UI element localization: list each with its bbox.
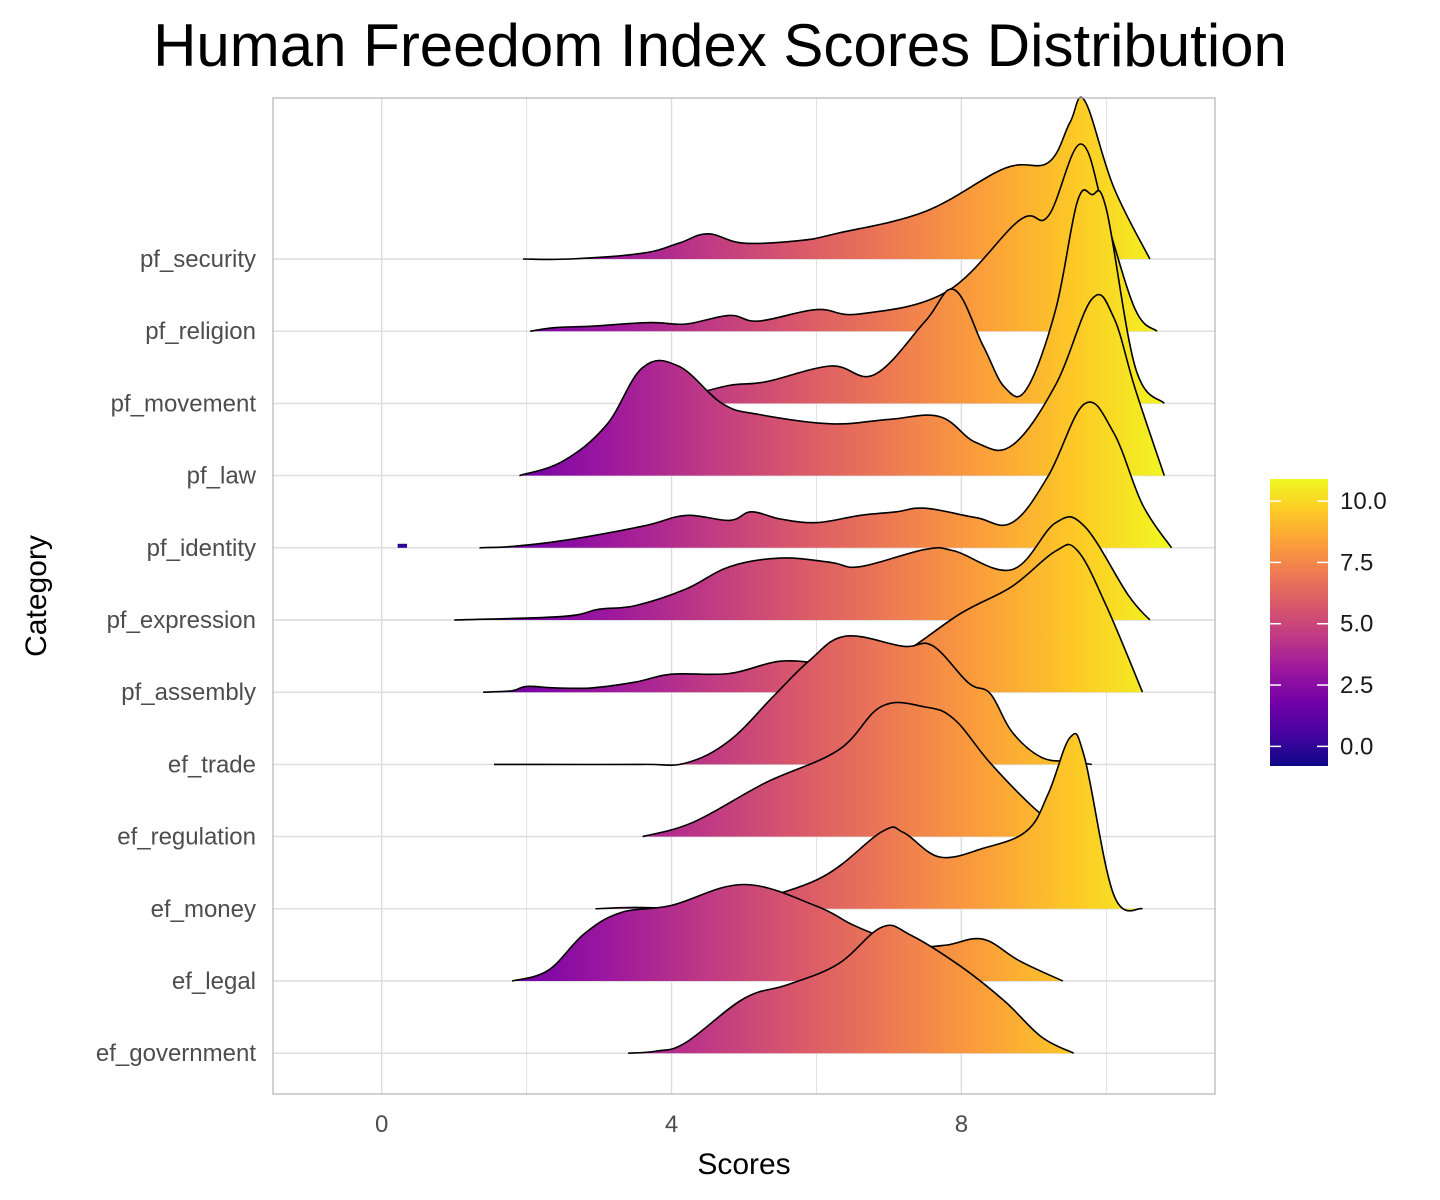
ridge-ef-government (628, 924, 1075, 1054)
ridge-ef-regulation (642, 701, 1071, 838)
ridge-pf-security (522, 96, 1151, 261)
colorbar-label: 0.0 (1340, 733, 1373, 760)
ridge-pf-religion (530, 143, 1158, 332)
y-tick-label: pf_religion (145, 318, 256, 345)
colorbar-label: 7.5 (1340, 549, 1373, 576)
ridge-area (628, 925, 1074, 1054)
y-axis-title: Category (20, 535, 53, 657)
y-tick-label: pf_assembly (121, 679, 256, 706)
y-tick-label: pf_identity (147, 535, 256, 562)
colorbar-label: 10.0 (1340, 488, 1387, 515)
y-tick-labels: pf_security pf_religion pf_movement pf_lawp… (96, 246, 257, 1067)
ridge-area (483, 544, 1143, 693)
ridge-outline (511, 883, 1064, 982)
color-legend: 0.0 2.5 5.0 7.5 10.0 (1270, 479, 1387, 766)
x-axis-title: Scores (697, 1148, 790, 1181)
ridge-area (523, 97, 1150, 260)
ridge-area (479, 401, 1172, 548)
ridge-outline (483, 543, 1144, 693)
y-tick-label: ef_government (96, 1040, 256, 1067)
ridge-outline (519, 293, 1166, 477)
ridge-pf-assembly (483, 543, 1144, 693)
y-tick-label: ef_regulation (117, 824, 256, 851)
colorbar (1270, 479, 1328, 766)
ridge-outline (628, 924, 1075, 1054)
ridge-area (595, 733, 1143, 912)
ridges (397, 96, 1173, 1054)
y-tick-label: ef_money (151, 896, 256, 923)
ridge-outline (642, 701, 1071, 838)
ridge-outline (522, 96, 1151, 261)
ridge-outline (479, 401, 1173, 549)
y-tick-label: ef_trade (168, 751, 256, 778)
ridge-outline (530, 143, 1158, 332)
ridge-pf-expression (454, 516, 1151, 621)
y-tick-label: pf_law (187, 463, 257, 490)
y-tick-label: pf_movement (111, 390, 257, 417)
x-tick-label: 4 (665, 1111, 678, 1138)
chart-title: Human Freedom Index Scores Distribution (153, 12, 1287, 79)
ridge-area (519, 294, 1165, 476)
colorbar-label: 5.0 (1340, 611, 1373, 638)
x-tick-label: 0 (375, 1111, 388, 1138)
ridge-area (530, 143, 1157, 332)
ridge-area (642, 702, 1071, 837)
x-tick-label: 8 (955, 1111, 968, 1138)
ridge-outline (454, 516, 1151, 621)
ridge-outline (628, 189, 1165, 405)
ridge-outline (493, 635, 1092, 767)
panel-border (272, 97, 1216, 1095)
y-tick-label: ef_legal (172, 968, 256, 995)
y-tick-label: pf_expression (107, 607, 256, 634)
ridge-pf-identity (479, 401, 1173, 549)
y-tick-label: pf_security (140, 246, 256, 273)
x-tick-labels: 0 4 8 (375, 1111, 968, 1138)
ridge-area (454, 516, 1150, 620)
colorbar-label: 2.5 (1340, 672, 1373, 699)
ridge-pf-law (519, 293, 1166, 477)
